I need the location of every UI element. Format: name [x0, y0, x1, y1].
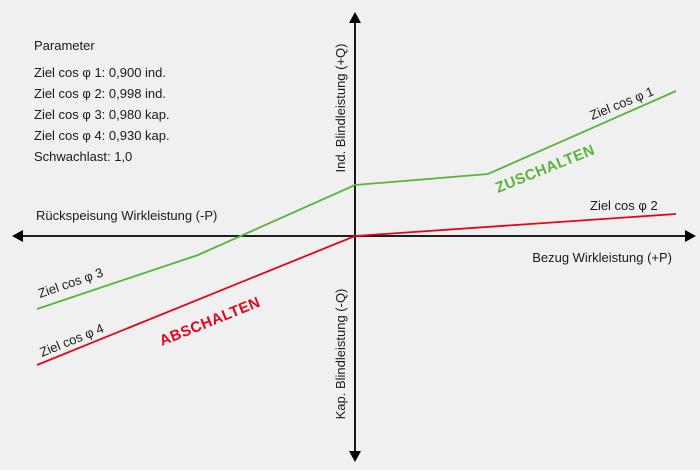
curve-label-cos2: Ziel cos φ 2 [590, 198, 658, 213]
axis-label-down: Kap. Blindleistung (-Q) [333, 289, 348, 420]
axis-label-up: Ind. Blindleistung (+Q) [333, 44, 348, 173]
parameter-line: Schwachlast: 1,0 [34, 149, 132, 164]
parameter-line: Ziel cos φ 4: 0,930 kap. [34, 128, 170, 143]
p-axis-left-arrow [12, 230, 23, 242]
switch-on-curve [36, 90, 677, 310]
axis-label-left: Rückspeisung Wirkleistung (-P) [36, 208, 217, 223]
curve-label-cos1: Ziel cos φ 1 [588, 84, 656, 123]
parameter-heading: Parameter [34, 38, 95, 53]
p-axis-right-arrow [685, 230, 696, 242]
q-axis-down-arrow [349, 451, 361, 462]
switch-off-label: ABSCHALTEN [157, 294, 263, 350]
switch-off-curve [36, 213, 677, 366]
parameter-line: Ziel cos φ 3: 0,980 kap. [34, 107, 170, 122]
q-axis-up-arrow [349, 12, 361, 23]
curve-label-cos4: Ziel cos φ 4 [38, 321, 106, 360]
parameter-line: Ziel cos φ 1: 0,900 ind. [34, 65, 166, 80]
curve-label-cos3: Ziel cos φ 3 [36, 265, 105, 301]
parameter-line: Ziel cos φ 2: 0,998 ind. [34, 86, 166, 101]
axis-label-right: Bezug Wirkleistung (+P) [532, 250, 672, 265]
